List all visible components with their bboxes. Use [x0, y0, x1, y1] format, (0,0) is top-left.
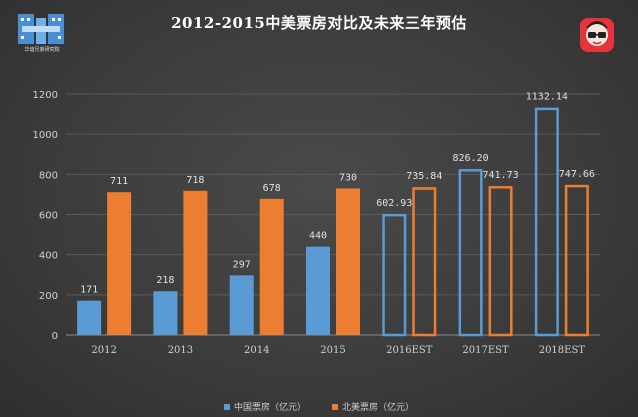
bar-us [183, 190, 208, 335]
y-tick-label: 800 [39, 170, 58, 181]
bar-china [306, 246, 330, 335]
legend-swatch-us [332, 403, 338, 410]
x-tick-label: 2012 [91, 345, 116, 356]
bar-china [153, 291, 178, 335]
y-tick-label: 400 [39, 251, 58, 262]
legend-label-china: 中国票房（亿元） [233, 403, 306, 413]
legend-item-us: 北美票房（亿元） [332, 400, 414, 413]
x-tick-label: 2015 [320, 345, 345, 356]
legend-swatch-china [223, 403, 230, 410]
data-label-china: 826.20 [453, 153, 489, 164]
data-label-us: 718 [186, 175, 204, 186]
data-label-china: 218 [156, 275, 174, 286]
bar-us [336, 188, 360, 335]
x-tick-label: 2017EST [462, 345, 509, 356]
data-label-us: 711 [110, 176, 128, 187]
x-tick-label: 2018EST [539, 345, 586, 356]
legend-label-us: 北美票房（亿元） [342, 403, 415, 413]
data-label-china: 602.93 [376, 198, 412, 209]
bar-us [107, 192, 132, 335]
legend-item-china: 中国票房（亿元） [223, 400, 306, 413]
logo-left-caption: 华谊兄弟研究院 [24, 47, 60, 53]
data-label-us: 735.84 [406, 171, 442, 182]
data-label-us: 678 [263, 183, 281, 194]
y-tick-label: 1000 [33, 130, 58, 141]
bar-china [458, 169, 483, 337]
y-tick-label: 200 [39, 291, 58, 302]
bar-us [488, 186, 513, 337]
bar-china [229, 275, 254, 335]
bar-us [412, 187, 437, 337]
bar-us [259, 198, 284, 335]
x-tick-label: 2016EST [386, 345, 433, 356]
bar-china [534, 107, 559, 337]
y-tick-label: 1200 [33, 90, 58, 101]
data-label-us: 730 [339, 172, 357, 183]
data-label-us: 747.66 [559, 169, 595, 180]
data-label-china: 171 [80, 285, 98, 296]
data-label-china: 440 [309, 231, 327, 242]
data-label-us: 741.73 [483, 170, 519, 181]
y-tick-label: 600 [39, 211, 58, 222]
chart-legend: 中国票房（亿元） 北美票房（亿元） [0, 400, 638, 413]
building-h-logo [18, 14, 64, 44]
bar-china [77, 300, 102, 335]
glasses-face-logo [580, 18, 614, 52]
data-label-china: 297 [233, 259, 251, 270]
data-label-china: 1132.14 [526, 92, 568, 103]
bar-us [564, 184, 589, 337]
x-tick-label: 2014 [244, 345, 269, 356]
chart-title: 2012-2015中美票房对比及未来三年预估 [171, 14, 467, 32]
x-tick-label: 2013 [168, 345, 193, 356]
bar-china [382, 213, 407, 337]
y-tick-label: 0 [52, 331, 58, 342]
